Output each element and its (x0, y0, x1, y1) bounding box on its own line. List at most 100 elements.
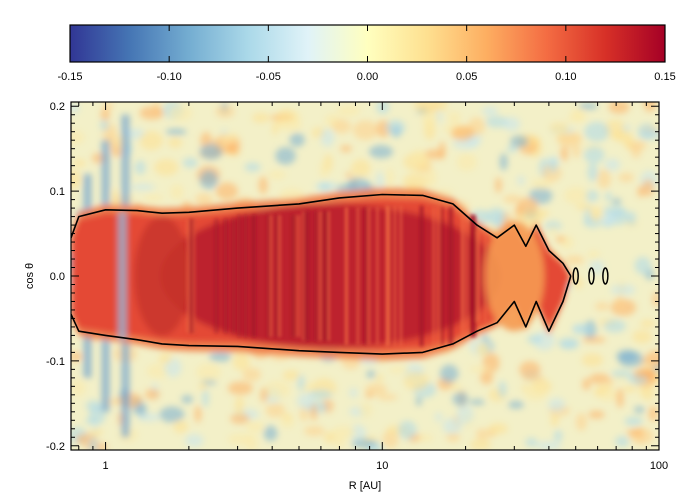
heatmap-cell (558, 337, 580, 349)
heatmap-cell (648, 405, 659, 422)
heatmap-cell (319, 160, 329, 178)
heatmap-cell (170, 184, 184, 200)
heatmap-cell (296, 392, 314, 410)
heatmap-cell (424, 168, 437, 188)
heatmap-stripe (314, 211, 318, 341)
heatmap-stripe (266, 214, 270, 338)
heatmap-cell (421, 110, 440, 125)
heatmap-cell (282, 370, 300, 381)
heatmap-stripe (469, 214, 473, 338)
heatmap-cell (232, 352, 250, 371)
heatmap-cell (553, 429, 563, 442)
heatmap-cell (529, 187, 553, 205)
heatmap-cell (139, 131, 164, 151)
heatmap-cell (422, 102, 434, 108)
heatmap-cell (280, 415, 295, 428)
heatmap-cell (159, 406, 185, 423)
heatmap-cell (71, 103, 80, 114)
heatmap-cell (637, 123, 656, 140)
heatmap-stripe (224, 218, 228, 334)
heatmap-stripe (393, 205, 397, 347)
heatmap-cell (502, 116, 521, 132)
heatmap-cell (85, 417, 97, 425)
heatmap-cell (244, 162, 261, 172)
heatmap-cell (605, 191, 612, 202)
heatmap-cell (584, 121, 610, 142)
heatmap-cell (232, 361, 250, 368)
y-tick-label: -0.2 (46, 441, 65, 453)
heatmap-cell (146, 363, 170, 379)
heatmap-cell (618, 351, 644, 368)
heatmap-cell (603, 319, 626, 333)
heatmap-cell (446, 431, 460, 443)
heatmap-cell (508, 400, 524, 409)
heatmap-cell (251, 112, 270, 123)
heatmap-cell (382, 430, 399, 449)
heatmap-cell (439, 364, 459, 383)
heatmap-cell (611, 369, 632, 378)
heatmap-cell (575, 413, 587, 431)
heatmap-cell (143, 194, 164, 202)
heatmap-cell (488, 423, 508, 435)
heatmap-cell (71, 130, 85, 145)
heatmap-cell (475, 428, 490, 441)
heatmap-cell (173, 419, 189, 434)
heatmap-cell (480, 370, 494, 385)
heatmap-stripe (327, 211, 331, 341)
heatmap-cell (366, 370, 376, 379)
heatmap-cell (307, 389, 333, 400)
heatmap-stripe (386, 205, 390, 347)
heatmap-cell (643, 102, 657, 112)
heatmap-cell (452, 391, 469, 406)
contour-lines (71, 193, 609, 355)
heatmap-cell (499, 153, 508, 171)
heatmap-stripe (232, 218, 236, 334)
y-tick-label: 0.1 (50, 186, 65, 198)
heatmap-cell (618, 172, 635, 183)
heatmap-cell (623, 385, 637, 393)
heatmap-cell (289, 132, 305, 147)
heatmap-cell (71, 379, 86, 397)
heatmap-cell (526, 334, 543, 344)
heatmap-cell (417, 434, 434, 442)
heatmap-cell (103, 102, 114, 111)
heatmap-stripe (302, 211, 306, 341)
heatmap-cell (482, 106, 498, 116)
heatmap-cell (588, 410, 605, 419)
heatmap-stripe (450, 207, 454, 345)
heatmap-cell (574, 112, 584, 121)
heatmap-cell (268, 170, 286, 180)
heatmap-stripe (274, 214, 278, 338)
heatmap-stripe (367, 207, 371, 345)
heatmap-cell (589, 259, 605, 275)
heatmap-cell (199, 170, 218, 190)
y-tick-label: -0.1 (46, 356, 65, 368)
heatmap-cell (331, 426, 356, 440)
heatmap-cell (245, 420, 265, 433)
heatmap-band-tail (484, 221, 545, 331)
heatmap-cell (450, 381, 461, 394)
heatmap-cell (572, 145, 581, 158)
heatmap-cell (560, 145, 569, 162)
colorbar-tick-label: -0.15 (57, 71, 82, 83)
heatmap-plot: 1 10 100 0.2 0.1 0.0 -0.1 -0.2 R [AU] cos θ (24, 101, 668, 492)
heatmap-cell (575, 203, 593, 211)
heatmap-cell (215, 105, 235, 118)
heatmap-cell (369, 145, 394, 159)
heatmap-cell (616, 388, 624, 408)
heatmap-stripe (325, 211, 329, 341)
heatmap-cell (168, 137, 183, 148)
heatmap-cell (587, 250, 601, 260)
heatmap-cell (524, 384, 548, 401)
heatmap-cell (456, 153, 477, 171)
heatmap-field (71, 102, 659, 450)
heatmap-cell (88, 437, 98, 450)
heatmap-cell (589, 206, 603, 222)
heatmap-cell (456, 404, 474, 425)
heatmap-cell (345, 172, 352, 179)
colorbar-tick-label: 0.05 (456, 71, 477, 83)
heatmap-cell (260, 387, 268, 403)
heatmap-cell (597, 384, 611, 393)
heatmap-cell (634, 256, 652, 275)
y-tick-label: 0.2 (50, 101, 65, 113)
